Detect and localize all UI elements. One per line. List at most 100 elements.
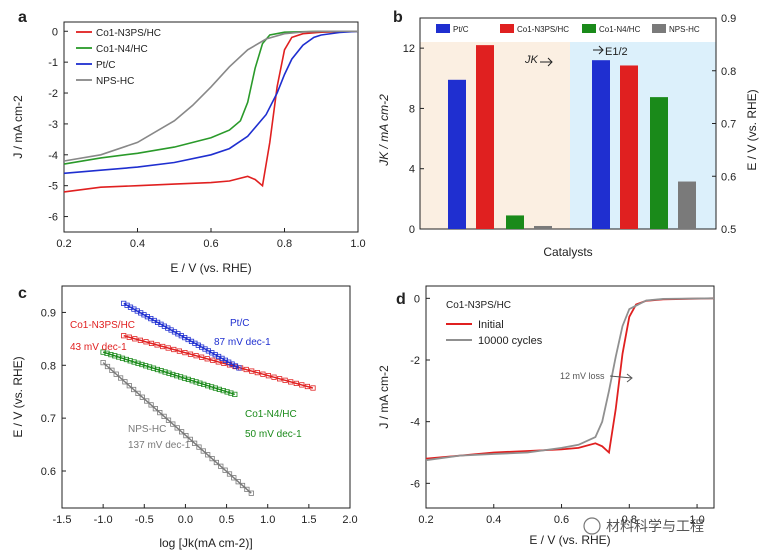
panel-a-ylabel: J / mA cm-2 <box>11 95 25 159</box>
panel-d-title: Co1-N3PS/HC <box>446 300 511 311</box>
panel-c-point-3 <box>213 459 219 466</box>
panel-a-ytick-label: -1 <box>48 57 58 69</box>
panel-b-legend-label: Co1-N3PS/HC <box>517 25 569 34</box>
panel-a-series-2 <box>63 30 359 175</box>
panel-c-point-3 <box>191 440 198 446</box>
panel-c-point-3 <box>170 421 176 427</box>
panel-d-yticks: 0 -2 -4 -6 <box>410 293 430 490</box>
panel-d-ytick-label: 0 <box>414 293 420 305</box>
panel-d-xtick-label: 0.4 <box>486 514 501 526</box>
panel-c-xlabel: log [Jk(mA cm-2)] <box>159 536 252 550</box>
panel-b-legend-label: Co1-N4/HC <box>599 25 641 34</box>
panel-b-ytick-right-label: 0.9 <box>721 13 736 25</box>
panel-c-xtick-label: 1.5 <box>301 514 316 526</box>
panel-a-ytick-label: -4 <box>48 150 58 162</box>
panel-c-point-3 <box>231 475 237 481</box>
panel-b-ytick-left-label: 0 <box>409 224 415 236</box>
panel-d-label: d <box>396 291 406 308</box>
panel-b-jk-background <box>420 42 570 229</box>
panel-a-legend: Co1-N3PS/HC Co1-N4/HC Pt/C NPS-HC <box>76 28 161 87</box>
panel-b-e12-bar-2 <box>650 97 668 229</box>
panel-a-legend-label: NPS-HC <box>96 76 134 87</box>
panel-c-ytick-label: 0.9 <box>41 307 56 319</box>
panel-a-yticks: 0 -1 -2 -3 -4 -5 -6 <box>48 26 68 224</box>
panel-c-point-3 <box>109 367 115 373</box>
panel-b-legend-swatch <box>436 24 450 33</box>
panel-c-point-3 <box>161 413 167 420</box>
panel-a-label: a <box>18 9 27 26</box>
panel-c-point-1 <box>236 365 242 371</box>
panel-c-point-3 <box>100 359 106 366</box>
panel-a-legend-label: Pt/C <box>96 60 115 71</box>
panel-a-xtick-label: 1.0 <box>350 238 365 250</box>
panel-d-xticks: 0.2 0.4 0.6 0.8 1.0 <box>418 504 705 526</box>
panel-b-e12-arrow-icon <box>593 45 604 55</box>
panel-a-series-1 <box>63 30 358 165</box>
panel-b-ytick-right-label: 0.7 <box>721 119 736 131</box>
panel-b-ytick-left-label: 4 <box>409 164 415 176</box>
panel-c-label: c <box>18 285 27 302</box>
panel-d-series-1 <box>425 297 715 462</box>
panel-c-point-3 <box>174 425 180 431</box>
panel-c-yticks: 0.9 0.8 0.7 0.6 <box>41 307 66 478</box>
panel-b-jk-bar-1 <box>476 45 494 229</box>
panel-b-legend-label: NPS-HC <box>669 25 700 34</box>
panel-b-legend-swatch <box>652 24 666 33</box>
panel-a-ytick-label: -2 <box>48 88 58 100</box>
panel-b-yticks-left: 0 4 8 12 <box>403 43 424 236</box>
panel-c-point-3 <box>196 444 202 450</box>
panel-b-legend-label: Pt/C <box>453 25 469 34</box>
panel-c-point-3 <box>148 402 154 408</box>
panel-a-xlabel: E / V (vs. RHE) <box>170 261 251 275</box>
panel-c-point-3 <box>183 432 189 439</box>
panel-c-xtick-label: 0.0 <box>178 514 193 526</box>
panel-a-series-3 <box>63 30 358 162</box>
panel-b-e12-bar-3 <box>678 181 696 229</box>
panel-a: a 0.2 0.4 0.6 0.8 1.0 0 -1 -2 -3 -4 -5 -6 E / V (v… <box>11 9 366 275</box>
panel-d-ylabel: J / mA cm-2 <box>377 365 391 429</box>
panel-c-label-ptc: Pt/C <box>230 318 249 329</box>
panel-c-slope-co1n4: 50 mV dec-1 <box>245 429 302 440</box>
panel-c-point-3 <box>244 486 250 493</box>
panel-b-jk-bar-0 <box>448 79 466 230</box>
panel-c-fit-line-3 <box>102 362 252 494</box>
panel-c-xticks: -1.5 -1.0 -0.5 0.0 0.5 1.0 1.5 2.0 <box>53 504 358 526</box>
panel-d-xtick-label: 0.2 <box>418 514 433 526</box>
panel-c-point-3 <box>222 467 228 473</box>
panel-d-xlabel: E / V (vs. RHE) <box>529 533 610 547</box>
panel-c-xtick-label: 2.0 <box>342 514 357 526</box>
panel-b-legend: Pt/C Co1-N3PS/HC Co1-N4/HC NPS-HC <box>436 24 700 34</box>
panel-b-jk-annotation: JK <box>524 54 539 66</box>
panel-a-ytick-label: 0 <box>52 26 58 38</box>
panel-b-jk-bar-2 <box>506 215 524 229</box>
panel-d-annotation: 12 mV loss <box>560 371 605 381</box>
panel-d-ytick-label: -2 <box>410 355 420 367</box>
panel-c-point-3 <box>126 383 132 389</box>
panel-b-bars <box>448 45 696 230</box>
panel-d-ytick-label: -6 <box>410 478 420 490</box>
panel-b: b 0 4 8 12 0.5 0.6 0.7 0.8 0.9 Pt/C Co1-N3PS/HC C… <box>377 9 759 259</box>
panel-b-e12-bar-1 <box>620 65 638 229</box>
panel-c-point-1 <box>212 352 218 358</box>
panel-b-label: b <box>393 9 403 26</box>
panel-a-xtick-label: 0.6 <box>203 238 218 250</box>
panel-d-annotation-arrow-icon <box>609 373 633 383</box>
panel-b-legend-swatch <box>582 24 596 33</box>
panel-b-legend-swatch <box>500 24 514 33</box>
panel-c-label-co1n3ps: Co1-N3PS/HC <box>70 320 135 331</box>
panel-d-xtick-label: 0.6 <box>554 514 569 526</box>
panel-b-ytick-right-label: 0.6 <box>721 171 736 183</box>
panel-c-slope-nps: 137 mV dec-1 <box>128 440 191 451</box>
panel-c: c -1.5 -1.0 -0.5 0.0 0.5 1.0 1.5 2.0 0.90.80.70… <box>11 285 358 550</box>
panel-c-point-3 <box>200 448 206 454</box>
panel-d-legend-label: 10000 cycles <box>478 335 543 347</box>
panel-c-point-3 <box>248 490 254 496</box>
panel-a-legend-label: Co1-N3PS/HC <box>96 28 161 39</box>
panel-b-xlabel: Catalysts <box>543 245 592 259</box>
panel-a-plot <box>63 30 359 193</box>
panel-b-e12-bar-0 <box>592 60 610 230</box>
panel-a-xtick-label: 0.2 <box>56 238 71 250</box>
panel-c-point-3 <box>165 417 172 423</box>
panel-c-ytick-label: 0.6 <box>41 466 56 478</box>
